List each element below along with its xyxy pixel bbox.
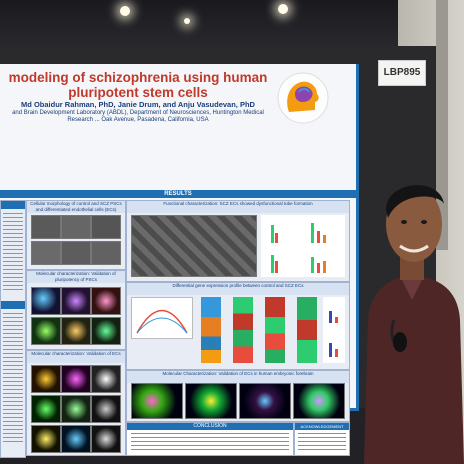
ceiling-light — [184, 18, 190, 24]
booth-tag: LBP895 — [378, 60, 426, 86]
results-band — [0, 190, 356, 198]
poster-authors: Md Obaidur Rahman, PhD, Janie Drum, and … — [21, 100, 255, 109]
presenter-person — [364, 185, 464, 464]
panel-pluripotency: Molecular characterization: Validation o… — [26, 270, 126, 350]
fluorescence-image — [61, 287, 91, 315]
micrograph — [31, 241, 61, 265]
micrograph — [91, 241, 121, 265]
fluorescence-image — [61, 395, 91, 423]
conclusion-box: CONCLUSION — [126, 422, 294, 456]
panel-cell-morphology: Cellular morphology of control and SCZ P… — [26, 200, 126, 270]
poster-affiliation: and Brain Development Laboratory (ABDL),… — [12, 110, 264, 123]
acknowledgement-box: ACKNOWLEDGEMENT — [294, 422, 350, 456]
ceiling-light — [120, 6, 130, 16]
results-header: RESULTS — [164, 191, 192, 197]
micrograph — [131, 215, 257, 277]
micrograph — [61, 215, 91, 239]
fluorescence-image — [61, 365, 91, 393]
volcano-plot — [131, 297, 193, 339]
fluorescence-image — [91, 365, 121, 393]
heatmap — [233, 297, 253, 363]
panel-gene-expression: Differential gene expression profile bet… — [126, 282, 350, 370]
research-poster: modeling of schizophrenia using human pl… — [0, 64, 359, 458]
fluorescence-image — [91, 317, 121, 345]
fluorescence-image — [91, 395, 121, 423]
panel-validation-ecs: Molecular characterization: Validation o… — [26, 350, 126, 456]
heatmap — [265, 297, 285, 363]
ceiling-light — [278, 4, 288, 14]
fluorescence-image — [61, 425, 91, 453]
bar-charts — [323, 297, 345, 363]
fluorescence-image — [91, 425, 121, 453]
micrograph — [91, 215, 121, 239]
fluorescence-image — [61, 317, 91, 345]
panel-forebrain-ecs: Molecular Characterization: Validation o… — [126, 370, 350, 422]
heatmap — [297, 297, 317, 363]
fluorescence-image — [91, 287, 121, 315]
pillar — [436, 0, 448, 250]
brain-logo-icon — [277, 72, 329, 124]
fluorescence-image — [293, 383, 345, 419]
fluorescence-image — [31, 425, 61, 453]
fluorescence-image — [31, 287, 61, 315]
fluorescence-image — [185, 383, 237, 419]
fluorescence-image — [31, 317, 61, 345]
micrograph — [61, 241, 91, 265]
fluorescence-image — [239, 383, 291, 419]
micrograph — [31, 215, 61, 239]
fluorescence-image — [31, 395, 61, 423]
fluorescence-image — [131, 383, 183, 419]
bar-charts — [261, 215, 345, 277]
heatmap — [201, 297, 221, 363]
fluorescence-image — [31, 365, 61, 393]
panel-tube-formation: Functional characterization: SCZ ECs sho… — [126, 200, 350, 282]
poster-title: modeling of schizophrenia using human pl… — [8, 70, 268, 100]
intro-column — [0, 200, 26, 458]
